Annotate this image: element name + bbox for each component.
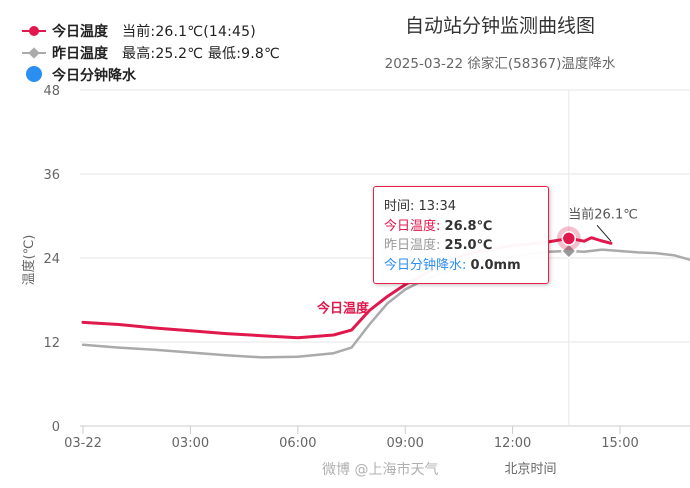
tooltip-row-precip: 今日分钟降水: 0.0mm: [384, 257, 521, 273]
tooltip-time: 13:34: [418, 199, 456, 214]
tooltip-label: 今日分钟降水: [384, 257, 463, 273]
y-tick-label: 36: [43, 168, 60, 183]
line-dot-icon: [22, 25, 46, 37]
y-tick-label: 0: [52, 420, 60, 435]
y-axis-title: 温度(℃): [21, 235, 37, 286]
legend-extra: 最高:25.2℃ 最低:9.8℃: [122, 46, 280, 62]
legend-label: 今日分钟降水: [52, 68, 136, 84]
tooltip-value: 25.0℃: [444, 238, 493, 253]
x-tick-label: 09:00: [386, 436, 423, 451]
legend-item-today[interactable]: 今日温度 当前:26.1℃(14:45): [22, 20, 280, 42]
tooltip-label: 昨日温度: [384, 238, 437, 253]
legend-item-precip[interactable]: 今日分钟降水: [22, 64, 280, 86]
y-tick-label: 24: [43, 252, 60, 267]
x-tick-label: 03:00: [172, 436, 209, 451]
x-axis-title: 北京时间: [504, 462, 556, 477]
x-tick-label: 12:00: [494, 436, 531, 451]
current-value-label: 当前26.1℃: [568, 206, 638, 222]
y-tick-label: 48: [43, 84, 60, 99]
legend-label: 昨日温度: [52, 46, 108, 62]
legend: 今日温度 当前:26.1℃(14:45) 昨日温度 最高:25.2℃ 最低:9.…: [22, 20, 280, 86]
x-tick-label: 06:00: [279, 436, 316, 451]
line-diamond-icon: [22, 47, 46, 59]
current-value-leader: [596, 224, 612, 242]
chart-title: 自动站分钟监测曲线图: [404, 15, 595, 37]
tooltip-row-today: 今日温度: 26.8℃: [384, 218, 493, 234]
today-series-label: 今日温度: [316, 301, 370, 317]
legend-item-yesterday[interactable]: 昨日温度 最高:25.2℃ 最低:9.8℃: [22, 42, 280, 64]
watermark: 微博 @上海市天气: [322, 462, 439, 478]
tooltip-time-row: 时间: 13:34: [384, 199, 456, 214]
tooltip-row-yesterday: 昨日温度: 25.0℃: [384, 238, 493, 253]
y-tick-label: 12: [43, 336, 60, 351]
tooltip-value: 26.8℃: [444, 218, 493, 234]
tooltip-value: 0.0mm: [470, 257, 521, 273]
x-tick-label: 03-22: [64, 436, 102, 451]
legend-label: 今日温度: [52, 24, 108, 40]
tooltip-label: 今日温度: [384, 218, 437, 234]
x-tick-label: 15:00: [601, 436, 638, 451]
chart-subtitle: 2025-03-22 徐家汇(58367)温度降水: [384, 56, 616, 72]
circle-icon: [22, 66, 46, 82]
legend-extra: 当前:26.1℃(14:45): [122, 24, 256, 40]
tooltip-time-label: 时间: [384, 199, 411, 214]
today-highlight-marker[interactable]: [561, 231, 577, 246]
yesterday-highlight-marker[interactable]: [560, 242, 577, 260]
tooltip: 时间: 13:34 今日温度: 26.8℃ 昨日温度: 25.0℃ 今日分钟降水…: [373, 186, 549, 284]
